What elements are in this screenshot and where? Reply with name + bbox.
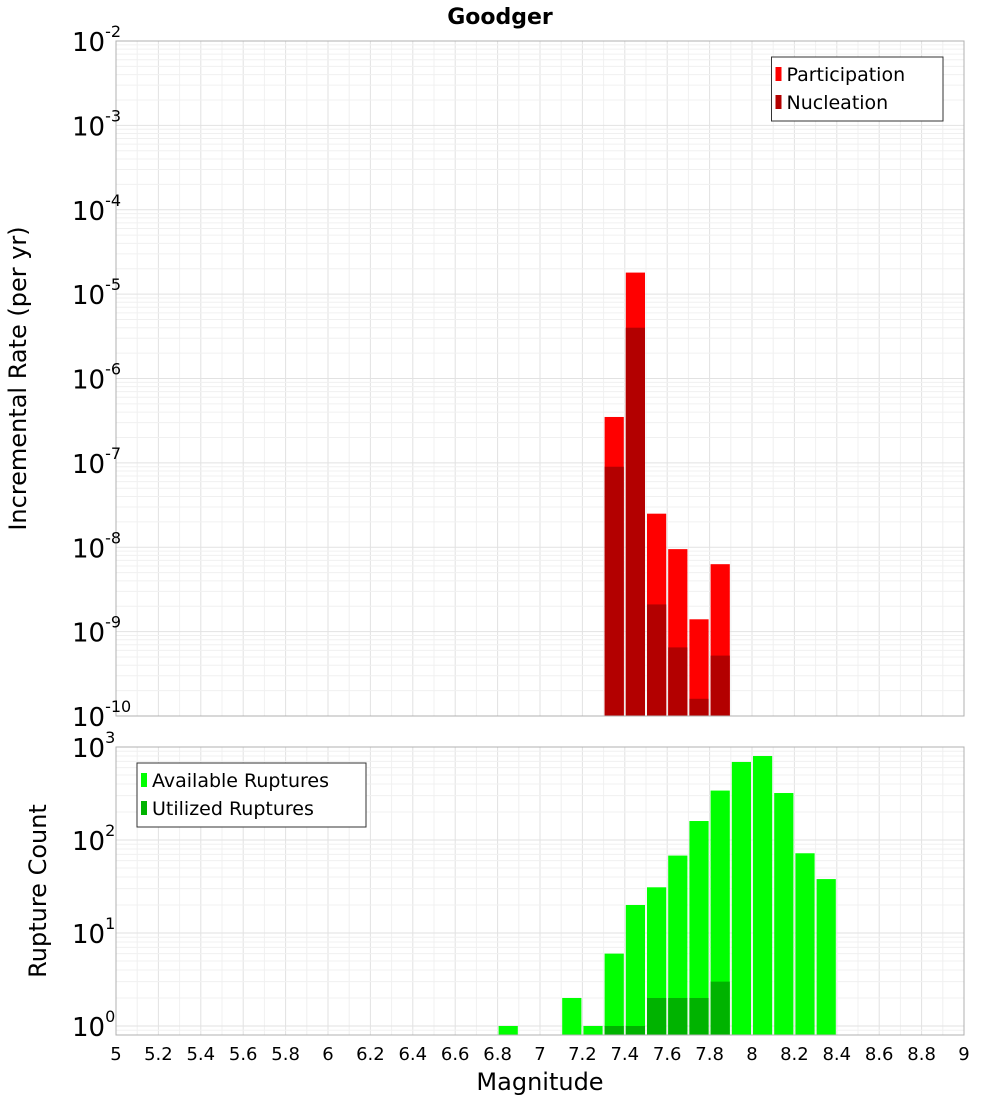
x-tick-label: 6 bbox=[322, 1044, 333, 1065]
y-tick-label: 103 bbox=[72, 728, 115, 764]
x-tick-label: 8.8 bbox=[907, 1044, 936, 1065]
x-tick-label: 7.6 bbox=[653, 1044, 682, 1065]
bar bbox=[795, 853, 815, 1035]
y-tick-label: 101 bbox=[72, 914, 115, 950]
y-tick-label: 10-2 bbox=[72, 22, 121, 58]
y-ticks: 103 102 101 100 bbox=[72, 728, 115, 1043]
y-ticks: 10-2 10-3 10-4 10-5 10-6 10-7 10-8 10-9 10-10 bbox=[72, 22, 131, 733]
bar bbox=[647, 604, 667, 716]
x-tick-label: 7.2 bbox=[568, 1044, 597, 1065]
y-tick-label: 10-3 bbox=[72, 106, 121, 142]
legend-box bbox=[136, 762, 367, 828]
legend-entry: Available Ruptures bbox=[152, 770, 329, 792]
plot-frame bbox=[115, 746, 965, 1036]
bar bbox=[668, 855, 688, 1035]
bar bbox=[753, 756, 773, 1035]
x-tick-label: 5.6 bbox=[229, 1044, 258, 1065]
bar bbox=[625, 1025, 645, 1035]
plot-frame bbox=[115, 40, 965, 717]
x-tick-label: 8.4 bbox=[822, 1044, 851, 1065]
bar bbox=[689, 619, 709, 716]
legend-entry: Nucleation bbox=[787, 92, 889, 114]
legend: Participation Nucleation bbox=[771, 56, 944, 122]
bar bbox=[710, 981, 730, 1035]
bar bbox=[710, 655, 730, 716]
bar bbox=[689, 698, 709, 716]
x-tick-label: 9 bbox=[958, 1044, 969, 1065]
rupture-count-panel: 103 102 101 100 Rupture Count Available Ruptu… bbox=[24, 728, 965, 1043]
bar bbox=[668, 647, 688, 716]
y-tick-label: 10-4 bbox=[72, 191, 121, 227]
series-nucleation bbox=[604, 327, 730, 716]
bar bbox=[604, 1025, 624, 1035]
legend-entry: Participation bbox=[787, 64, 906, 86]
bars bbox=[604, 272, 730, 716]
x-tick-label: 5.2 bbox=[144, 1044, 173, 1065]
x-tick-label: 5.8 bbox=[271, 1044, 300, 1065]
legend-box bbox=[771, 56, 944, 122]
x-tick-label: 6.2 bbox=[356, 1044, 385, 1065]
bar bbox=[498, 1025, 518, 1035]
bar bbox=[668, 997, 688, 1035]
series-available-ruptures bbox=[498, 756, 836, 1035]
x-tick-label: 6.4 bbox=[398, 1044, 427, 1065]
chart-title: Goodger bbox=[447, 5, 553, 30]
x-tick-label: 5 bbox=[110, 1044, 121, 1065]
legend: Available Ruptures Utilized Ruptures bbox=[136, 762, 367, 828]
y-tick-label: 10-6 bbox=[72, 360, 121, 396]
bar bbox=[647, 997, 667, 1035]
x-tick-label: 5.4 bbox=[186, 1044, 215, 1065]
bar bbox=[562, 997, 582, 1035]
x-axis: 5 5.2 5.4 5.6 5.8 6 6.2 6.4 6.6 6.8 7 7.2 7.4 7.6 7.8 8… bbox=[110, 1044, 969, 1065]
y-axis-label: Incremental Rate (per yr) bbox=[4, 226, 32, 530]
incremental-rate-panel: 10-2 10-3 10-4 10-5 10-6 10-7 10-8 10-9 10-10 Inc… bbox=[4, 22, 965, 733]
y-tick-label: 10-9 bbox=[72, 613, 121, 649]
y-tick-label: 10-7 bbox=[72, 444, 121, 480]
bar bbox=[816, 879, 836, 1035]
y-tick-label: 100 bbox=[72, 1007, 115, 1043]
legend-entry: Utilized Ruptures bbox=[152, 798, 314, 820]
bar bbox=[774, 793, 794, 1035]
bar bbox=[689, 821, 709, 1035]
bar bbox=[710, 790, 730, 1035]
bar bbox=[604, 466, 624, 716]
y-tick-label: 10-8 bbox=[72, 528, 121, 564]
legend-swatch bbox=[775, 67, 782, 81]
x-tick-label: 6.6 bbox=[441, 1044, 470, 1065]
series-utilized-ruptures bbox=[604, 981, 730, 1035]
x-tick-label: 8 bbox=[746, 1044, 757, 1065]
y-axis-label: Rupture Count bbox=[24, 804, 52, 978]
legend-swatch bbox=[141, 773, 147, 787]
bar bbox=[625, 327, 645, 716]
bar bbox=[604, 953, 624, 1035]
bar bbox=[689, 997, 709, 1035]
x-axis-label: Magnitude bbox=[476, 1068, 603, 1096]
bar bbox=[731, 761, 751, 1035]
x-tick-label: 7 bbox=[534, 1044, 545, 1065]
bar bbox=[625, 904, 645, 1035]
x-tick-label: 7.8 bbox=[695, 1044, 724, 1065]
y-tick-label: 10-5 bbox=[72, 275, 121, 311]
bars bbox=[498, 756, 836, 1035]
x-tick-label: 7.4 bbox=[610, 1044, 639, 1065]
y-tick-label: 10-10 bbox=[72, 697, 131, 733]
legend-swatch bbox=[141, 801, 147, 815]
grid bbox=[115, 40, 965, 717]
x-tick-label: 8.2 bbox=[780, 1044, 809, 1065]
x-tick-label: 6.8 bbox=[483, 1044, 512, 1065]
bar bbox=[583, 1025, 603, 1035]
x-tick-label: 8.6 bbox=[865, 1044, 894, 1065]
y-tick-label: 102 bbox=[72, 821, 115, 857]
legend-swatch bbox=[775, 95, 782, 109]
